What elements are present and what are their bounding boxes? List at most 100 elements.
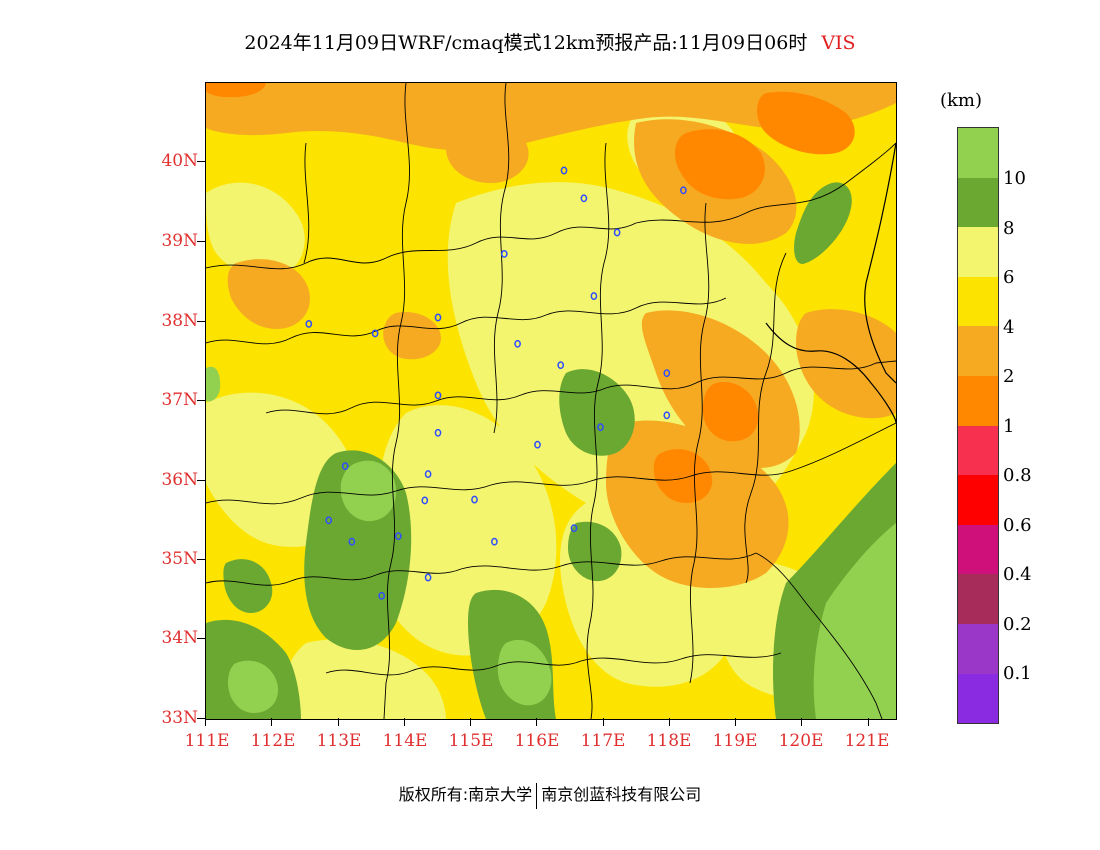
lon-tick xyxy=(338,718,339,726)
city-station-marker xyxy=(378,591,386,600)
legend-label: 10 xyxy=(1003,168,1026,189)
city-station-marker xyxy=(500,249,508,258)
city-station-marker xyxy=(597,423,604,432)
city-station-marker xyxy=(560,166,568,175)
city-station-marker xyxy=(371,329,379,338)
city-station-marker xyxy=(680,186,687,195)
city-station-marker xyxy=(434,391,442,400)
lon-tick xyxy=(271,718,272,726)
lon-tick xyxy=(603,718,604,726)
city-station-marker xyxy=(424,470,432,479)
legend-swatch xyxy=(958,276,998,327)
lat-tick xyxy=(197,480,205,481)
title-text: 2024年11月09日WRF/cmaq模式12km预报产品:11月09日06时 xyxy=(244,32,808,54)
legend-label: 0.8 xyxy=(1003,465,1032,486)
legend-unit: (km) xyxy=(940,90,983,111)
legend-swatch xyxy=(958,326,998,376)
legend-label: 1 xyxy=(1003,416,1015,437)
city-station-marker xyxy=(663,411,671,420)
city-station-marker xyxy=(613,228,621,237)
city-station-marker xyxy=(341,462,349,471)
lon-label: 120E xyxy=(778,731,824,751)
lon-tick xyxy=(868,718,869,726)
lon-label: 114E xyxy=(382,731,428,751)
city-station-marker xyxy=(557,361,565,370)
lat-label: 38N xyxy=(161,311,198,331)
lon-label: 121E xyxy=(844,731,890,751)
legend-swatch xyxy=(958,128,998,178)
lat-tick xyxy=(197,718,205,719)
title-variable: VIS xyxy=(821,32,856,54)
copyright-footer: 版权所有:南京大学 南京创蓝科技有限公司 xyxy=(0,781,1100,809)
color-legend xyxy=(957,127,999,725)
lon-tick xyxy=(205,718,206,726)
city-station-marker xyxy=(580,194,588,203)
lon-tick xyxy=(669,718,670,726)
city-station-marker xyxy=(325,516,333,525)
map-title: 2024年11月09日WRF/cmaq模式12km预报产品:11月09日06时 V… xyxy=(0,28,1100,55)
legend-swatch xyxy=(958,623,998,674)
legend-swatch xyxy=(958,524,998,575)
city-station-marker xyxy=(570,524,578,533)
lon-tick xyxy=(801,718,802,726)
legend-swatch xyxy=(958,475,998,525)
lon-tick xyxy=(536,718,537,726)
legend-swatch xyxy=(958,425,998,476)
lat-tick xyxy=(197,559,205,560)
lat-label: 37N xyxy=(161,390,198,410)
lon-label: 116E xyxy=(514,731,560,751)
legend-swatch xyxy=(958,574,998,624)
lon-label: 111E xyxy=(184,731,230,751)
lat-tick xyxy=(197,161,205,162)
city-station-marker xyxy=(491,537,498,546)
city-station-marker xyxy=(534,440,541,449)
city-station-marker xyxy=(590,292,598,301)
lat-tick xyxy=(197,400,205,401)
lat-label: 35N xyxy=(161,549,198,569)
legend-label: 8 xyxy=(1003,218,1015,239)
lon-tick xyxy=(404,718,405,726)
visibility-map xyxy=(205,82,897,720)
legend-label: 6 xyxy=(1003,267,1015,288)
lon-label: 118E xyxy=(646,731,692,751)
lon-label: 117E xyxy=(580,731,626,751)
legend-label: 4 xyxy=(1003,317,1015,338)
company-text: 南京创蓝科技有限公司 xyxy=(541,785,702,804)
lon-tick xyxy=(735,718,736,726)
legend-swatch xyxy=(958,177,998,228)
city-station-marker xyxy=(434,313,442,322)
city-station-marker xyxy=(663,369,671,378)
lat-tick xyxy=(197,638,205,639)
city-station-marker xyxy=(434,428,442,437)
lat-label: 39N xyxy=(161,231,198,251)
lon-label: 113E xyxy=(316,731,362,751)
legend-label: 0.1 xyxy=(1003,663,1032,684)
legend-swatch xyxy=(958,227,998,277)
zone-2-4km xyxy=(206,83,896,588)
legend-label: 2 xyxy=(1003,366,1015,387)
zone-1-2km xyxy=(206,83,855,503)
lat-tick xyxy=(197,241,205,242)
lat-label: 33N xyxy=(161,708,198,728)
city-station-marker xyxy=(348,537,356,546)
city-station-marker xyxy=(514,339,521,348)
lat-label: 34N xyxy=(161,628,198,648)
legend-label: 0.6 xyxy=(1003,515,1032,536)
lat-tick xyxy=(197,321,205,322)
visibility-field xyxy=(206,83,896,719)
copyright-text: 版权所有:南京大学 xyxy=(398,785,533,804)
legend-label: 0.4 xyxy=(1003,564,1032,585)
city-station-marker xyxy=(424,573,432,582)
zone-10km-plus xyxy=(206,366,896,719)
legend-swatch xyxy=(958,375,998,426)
footer-divider xyxy=(536,782,538,809)
legend-label: 0.2 xyxy=(1003,614,1032,635)
city-station-marker xyxy=(305,319,313,328)
city-station-marker xyxy=(394,532,402,541)
lon-label: 115E xyxy=(448,731,494,751)
city-station-marker xyxy=(471,495,478,504)
lat-label: 36N xyxy=(161,470,198,490)
lon-label: 112E xyxy=(250,731,296,751)
city-station-marker xyxy=(421,496,429,505)
lat-label: 40N xyxy=(161,151,198,171)
